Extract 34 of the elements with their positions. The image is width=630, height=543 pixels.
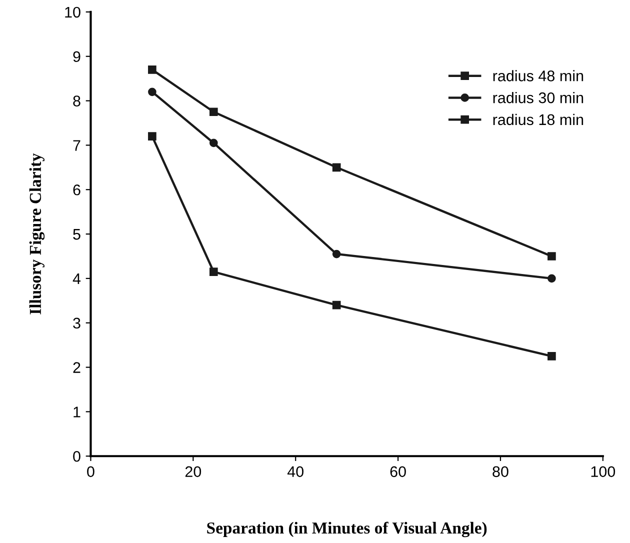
y-tick-label: 0 (73, 450, 80, 462)
y-tick-label: 3 (73, 318, 80, 329)
point (148, 88, 156, 96)
y-tick-label: 8 (73, 96, 80, 106)
x-tick-label: 40 (287, 466, 304, 478)
x-axis-title: Separation (in Minutes of Visual Angle) (207, 522, 487, 538)
y-tick-label: 4 (72, 273, 81, 284)
x-tick-label: 80 (492, 466, 508, 478)
y-tick-label: 6 (73, 184, 80, 196)
x-tick-label: 20 (185, 466, 202, 478)
point (148, 66, 156, 74)
point (148, 132, 156, 140)
legend-label: radius 18 min (493, 114, 584, 126)
point (548, 352, 556, 360)
legend-label: radius 48 min (493, 70, 584, 82)
y-tick-label: 5 (73, 229, 80, 240)
legend-label: radius 30 min (493, 92, 584, 104)
point (209, 268, 218, 276)
point (332, 250, 341, 258)
y-tick-label: 9 (73, 51, 80, 62)
point (548, 274, 556, 283)
point (209, 138, 218, 148)
x-tick-label: 60 (390, 466, 406, 478)
point (548, 252, 556, 260)
point (332, 163, 341, 172)
x-tick-label: 100 (591, 466, 616, 478)
y-tick-label: 7 (73, 140, 80, 151)
y-tick-label: 2 (73, 362, 80, 373)
y-tick-label: 10 (65, 6, 80, 18)
x-tick-label: 0 (87, 466, 94, 478)
y-axis-title: Illusory Figure Clarity (29, 153, 45, 314)
y-tick-label: 1 (74, 406, 80, 418)
point (332, 300, 341, 310)
point (209, 108, 218, 116)
